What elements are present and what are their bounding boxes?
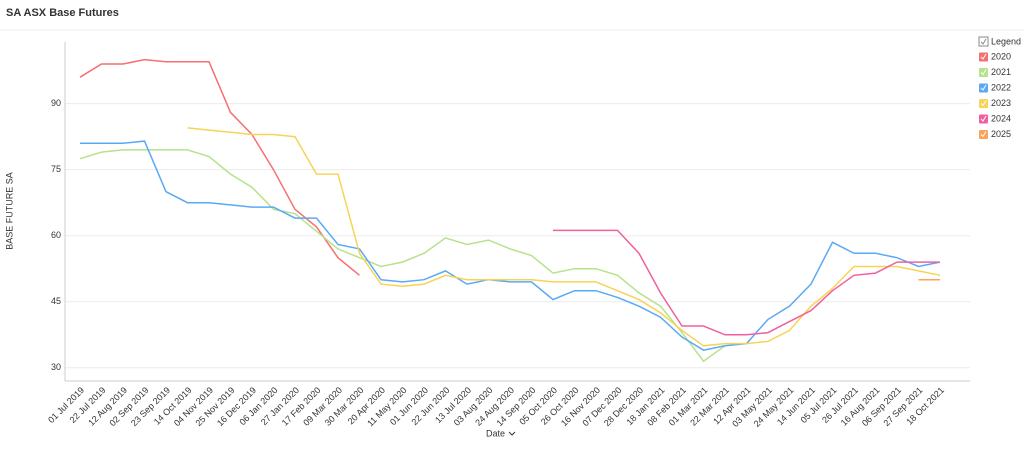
series-line — [187, 127, 941, 347]
legend-label: 2023 — [991, 98, 1011, 108]
legend-swatch[interactable] — [979, 68, 988, 77]
y-tick-label: 90 — [51, 98, 61, 108]
sort-icon[interactable] — [508, 431, 516, 436]
check — [980, 84, 987, 91]
series-line — [80, 140, 941, 351]
check — [980, 100, 987, 107]
legend-swatch[interactable] — [979, 52, 988, 62]
y-tick-label: 75 — [51, 164, 61, 174]
y-tick-label: 45 — [51, 296, 61, 306]
legend-title: Legend — [991, 36, 1021, 46]
legend-label: 2024 — [991, 113, 1011, 123]
legend-toggle[interactable] — [978, 36, 989, 47]
legend-label: 2021 — [991, 67, 1011, 77]
series-line — [79, 58, 360, 276]
y-axis-label: BASE FUTURE SA — [4, 172, 14, 250]
check — [980, 115, 987, 122]
series-line — [553, 229, 940, 336]
check — [980, 69, 987, 76]
check — [980, 38, 987, 45]
legend-swatch[interactable] — [979, 99, 988, 108]
series-line — [79, 149, 726, 363]
y-tick-label: 30 — [51, 362, 61, 372]
chart-title: SA ASX Base Futures — [6, 7, 119, 19]
legend-label: 2025 — [991, 129, 1011, 139]
legend-label: 2020 — [991, 51, 1011, 61]
legend-swatch[interactable] — [979, 83, 988, 93]
legend-label: 2022 — [991, 82, 1011, 92]
legend-swatch[interactable] — [979, 114, 988, 124]
legend-swatch[interactable] — [979, 130, 988, 139]
legend: Legend 2020 2021 2022 2023 2024 2025 — [978, 36, 1021, 139]
check — [980, 131, 987, 138]
y-tick-label: 60 — [51, 230, 61, 240]
x-axis-label: Date — [486, 428, 505, 438]
check — [980, 53, 987, 60]
